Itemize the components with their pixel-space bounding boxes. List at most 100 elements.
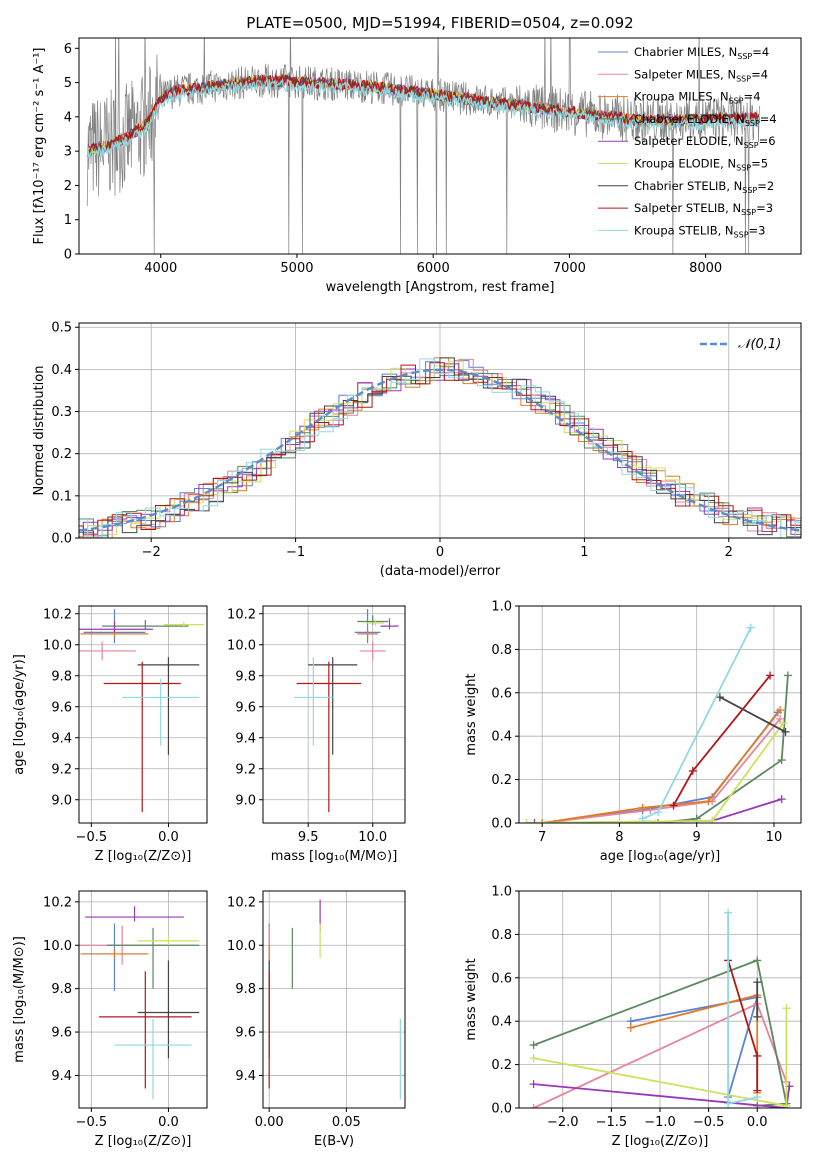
y-tick-label: 0.8 (491, 928, 512, 943)
x-tick-label: 0 (436, 545, 444, 560)
y-tick-label: 0.2 (491, 773, 512, 788)
legend-entry: Kroupa STELIB, NSSP=3 (634, 223, 766, 239)
y-tick-label: 9.8 (235, 982, 256, 997)
panel-age_vs_Z: −0.5 0.0 9.0 9.2 9.4 9.6 9.8 10.0 10.2 Z [log₁₀(Z… (12, 605, 208, 864)
data-point (529, 1080, 538, 1089)
data-point (783, 671, 792, 680)
axes-frame (262, 890, 406, 1109)
x-tick-label: −1 (286, 545, 305, 560)
y-tick-label: 1 (64, 213, 72, 228)
data-point (753, 956, 762, 965)
x-tick-label: −0.5 (76, 830, 108, 845)
x-tick-label: 7 (538, 830, 546, 845)
x-tick-label: 10.0 (358, 830, 387, 845)
x-tick-label: 7000 (553, 261, 586, 276)
x-tick-label: 2 (725, 545, 733, 560)
y-tick-label: 0.4 (51, 363, 72, 378)
x-tick-label: −1.0 (644, 1115, 676, 1130)
scatter-plot-area (79, 609, 204, 813)
x-tick-label: 4000 (144, 261, 177, 276)
y-tick-label: 0.0 (491, 1102, 512, 1117)
x-axis-label: E(B-V) (314, 1134, 354, 1149)
x-tick-label: −1.5 (596, 1115, 628, 1130)
series-line (533, 1083, 791, 1108)
spectrum-plot-area (86, 38, 761, 254)
histogram-series (79, 366, 801, 538)
y-tick-label: 5 (64, 76, 72, 91)
x-tick-label: −0.5 (76, 1115, 108, 1130)
x-tick-label: 9.5 (298, 830, 319, 845)
legend-entry: Chabrier ELODIE, NSSP=4 (634, 112, 777, 128)
data-point (724, 908, 733, 917)
data-point (781, 727, 790, 736)
data-point (529, 1104, 538, 1108)
legend-entry: Salpeter STELIB, NSSP=3 (634, 201, 773, 217)
histogram-plot-area (79, 357, 801, 538)
y-axis-label: Flux [fλ10⁻¹⁷ erg cm⁻² s⁻¹ A⁻¹] (32, 48, 47, 245)
y-tick-label: 3 (64, 145, 72, 160)
axes-frame (78, 37, 802, 255)
scatter-plot-area (268, 899, 401, 1100)
y-tick-label: 9.6 (235, 700, 256, 715)
panel-spectrum: 4000 5000 6000 7000 8000 0 1 2 3 4 5 6 wavelength [A… (32, 14, 802, 295)
data-point (753, 1051, 762, 1060)
panel-residuals: −2 −1 0 1 2 0.0 0.1 0.2 0.3 0.4 0.5 (data-model)/er… (32, 321, 802, 579)
data-point (654, 808, 663, 817)
scatter-plot-area (293, 609, 399, 813)
y-tick-label: 1.0 (491, 600, 512, 615)
y-tick-label: 0.6 (491, 971, 512, 986)
y-axis-label: mass [log₁₀(M/M⊙)] (12, 936, 27, 1063)
data-point (715, 693, 724, 702)
x-tick-label: −2.0 (547, 1115, 579, 1130)
data-point (688, 766, 697, 775)
legend-entry: Kroupa MILES, NSSP=4 (634, 90, 761, 106)
x-tick-label: −2 (142, 545, 161, 560)
x-tick-label: 5000 (280, 261, 313, 276)
y-tick-label: 2 (64, 179, 72, 194)
data-point (529, 1041, 538, 1050)
y-tick-label: 0.6 (491, 686, 512, 701)
histogram-series (79, 358, 801, 538)
x-axis-label: Z [log₁₀(Z/Z⊙)] (95, 1134, 192, 1149)
y-tick-label: 10.0 (227, 939, 256, 954)
data-point (626, 1023, 635, 1032)
x-tick-label: 8000 (689, 261, 722, 276)
panel-age_vs_mass: 9.5 10.0 9.0 9.2 9.4 9.6 9.8 10.0 10.2 mass [log₁… (227, 605, 406, 864)
axes-frame (518, 605, 802, 824)
series-line (719, 696, 786, 733)
legend-entry: Kroupa ELODIE, NSSP=5 (634, 157, 768, 173)
y-axis-label: mass weight (464, 958, 479, 1040)
y-tick-label: 9.4 (235, 731, 256, 746)
y-tick-label: 9.4 (51, 1069, 72, 1084)
series-line (727, 960, 759, 1091)
y-axis-label: Normed distribution (32, 366, 47, 496)
data-point (708, 816, 717, 823)
x-axis-label: wavelength [Angstrom, rest frame] (326, 280, 555, 295)
data-point (766, 671, 775, 680)
x-axis-label: Z [log₁₀(Z/Z⊙)] (612, 1134, 709, 1149)
data-point (638, 803, 647, 812)
y-tick-label: 9.4 (235, 1069, 256, 1084)
y-tick-label: 9.6 (51, 700, 72, 715)
x-axis-label: age [log₁₀(age/yr)] (600, 849, 721, 864)
line-plot-area (522, 623, 792, 823)
data-point (529, 1054, 538, 1063)
data-point (704, 797, 713, 806)
x-tick-label: 0.0 (158, 1115, 179, 1130)
scatter-plot-area (79, 906, 200, 1100)
data-point (777, 795, 786, 804)
data-point (522, 819, 531, 823)
y-tick-label: 10.2 (43, 895, 72, 910)
data-point (669, 801, 678, 810)
data-point (776, 714, 785, 723)
y-tick-label: 4 (64, 110, 72, 125)
y-tick-label: 10.2 (227, 607, 256, 622)
y-tick-label: 10.0 (43, 638, 72, 653)
y-tick-label: 0.3 (51, 405, 72, 420)
x-tick-label: 0.0 (747, 1115, 768, 1130)
line-plot-area (529, 908, 794, 1108)
data-point (753, 1012, 762, 1021)
axes-frame (262, 605, 406, 824)
data-point (753, 1093, 762, 1102)
